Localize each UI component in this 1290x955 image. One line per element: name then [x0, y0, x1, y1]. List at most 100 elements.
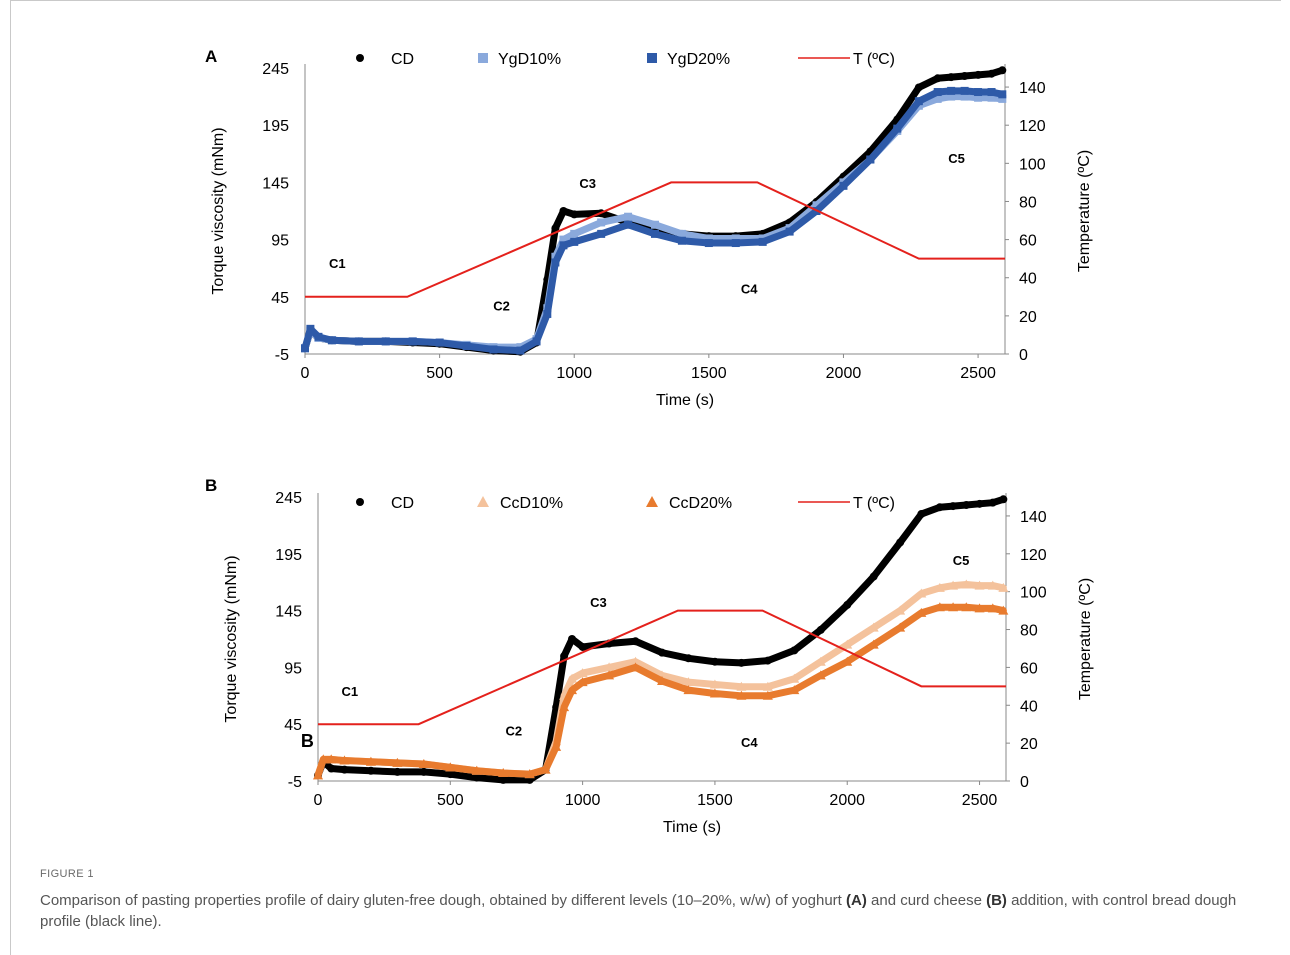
data-point: [624, 220, 633, 229]
data-point: [604, 662, 615, 672]
data-point: [842, 639, 853, 649]
y2-tick-label: 60: [1019, 233, 1037, 250]
temperature-line: [318, 609, 1006, 726]
data-point: [731, 239, 740, 248]
legend-marker: [646, 496, 658, 507]
data-point: [987, 580, 998, 590]
data-point: [987, 93, 996, 102]
data-point: [815, 656, 826, 666]
data-point: [314, 332, 323, 341]
data-point: [381, 337, 390, 346]
y2-tick-label: 100: [1019, 156, 1046, 173]
data-point: [446, 770, 455, 779]
y2-tick-label: 120: [1020, 547, 1047, 564]
y2-tick-label: 100: [1020, 585, 1047, 602]
data-point: [570, 210, 579, 219]
data-point: [762, 681, 773, 691]
temperature-line: [305, 181, 1005, 298]
data-point: [552, 703, 561, 712]
data-point: [597, 229, 606, 238]
annotation-c4: C4: [741, 281, 758, 296]
data-point: [974, 93, 983, 102]
data-point: [960, 72, 969, 81]
y2-tick-label: 20: [1020, 736, 1038, 753]
data-point: [933, 88, 942, 97]
data-point: [790, 646, 799, 655]
data-point: [816, 625, 825, 634]
data-point: [567, 673, 578, 683]
data-point: [471, 765, 482, 775]
data-point: [998, 582, 1009, 592]
data-point: [684, 654, 693, 663]
data-point: [962, 500, 971, 509]
data-point: [578, 642, 587, 651]
y2-axis-title: Temperature (ºC): [1077, 578, 1094, 700]
data-point: [489, 345, 498, 354]
data-point: [301, 344, 309, 353]
data-point: [896, 538, 905, 547]
y2-axis-title: Temperature (ºC): [1076, 150, 1093, 272]
data-point: [313, 770, 323, 780]
data-point: [974, 88, 983, 97]
series-band: [314, 603, 1007, 779]
data-point: [704, 239, 713, 248]
series-ygd20-: [301, 86, 1007, 355]
data-point: [419, 767, 428, 776]
data-point: [974, 580, 985, 590]
data-point: [934, 602, 945, 612]
y-tick-label: -5: [275, 347, 289, 364]
data-point: [815, 670, 826, 680]
data-point: [683, 677, 694, 687]
data-point: [630, 656, 641, 666]
annotation-c2: C2: [506, 724, 523, 739]
data-point: [868, 639, 879, 649]
data-point: [543, 309, 552, 318]
data-point: [736, 681, 747, 691]
data-point: [630, 662, 641, 672]
legend-label: YgD20%: [667, 51, 730, 68]
data-point: [737, 658, 746, 667]
data-point: [306, 324, 315, 333]
data-point: [462, 341, 471, 350]
y2-tick-label: 80: [1019, 194, 1037, 211]
data-point: [933, 74, 942, 83]
annotation-c4: C4: [741, 735, 758, 750]
chart-panel-b: B 0 500 1000 1500 2000 2500 245 195 145 95 45 -5 0 20 4…: [205, 476, 1094, 836]
data-point: [657, 676, 667, 686]
legend-label: CD: [391, 495, 414, 512]
data-point: [987, 603, 998, 613]
y2-tick-label: 40: [1019, 271, 1037, 288]
figure-caption: Comparison of pasting properties profile…: [40, 890, 1265, 932]
data-point: [934, 582, 945, 592]
data-point: [408, 337, 417, 346]
y-tick-label: 145: [275, 604, 302, 621]
y-tick-label: 245: [275, 490, 302, 507]
data-point: [947, 92, 956, 101]
data-point: [568, 635, 577, 643]
data-point: [677, 229, 686, 238]
series-t-c-: [318, 609, 1006, 726]
data-point: [340, 765, 349, 774]
data-point: [540, 764, 551, 774]
x-tick-label: 1000: [565, 792, 601, 809]
data-point: [916, 588, 927, 598]
data-point: [960, 86, 969, 95]
data-point: [961, 579, 972, 589]
data-point: [974, 70, 983, 79]
legend: CD YgD10% YgD20% T (ºC): [356, 51, 895, 68]
y-axis-title: Torque viscosity (mNm): [223, 555, 240, 722]
data-point: [933, 94, 942, 103]
annotation-c3: C3: [579, 176, 596, 191]
data-point: [392, 757, 403, 767]
data-point: [631, 637, 640, 646]
legend-marker: [477, 496, 489, 507]
legend-label: YgD10%: [498, 51, 561, 68]
data-point: [998, 94, 1007, 103]
data-point: [339, 755, 350, 765]
legend-label: CcD20%: [669, 495, 732, 512]
legend-label: CD: [391, 51, 414, 68]
data-point: [916, 607, 927, 617]
legend-marker: [356, 498, 364, 506]
data-point: [948, 580, 959, 590]
